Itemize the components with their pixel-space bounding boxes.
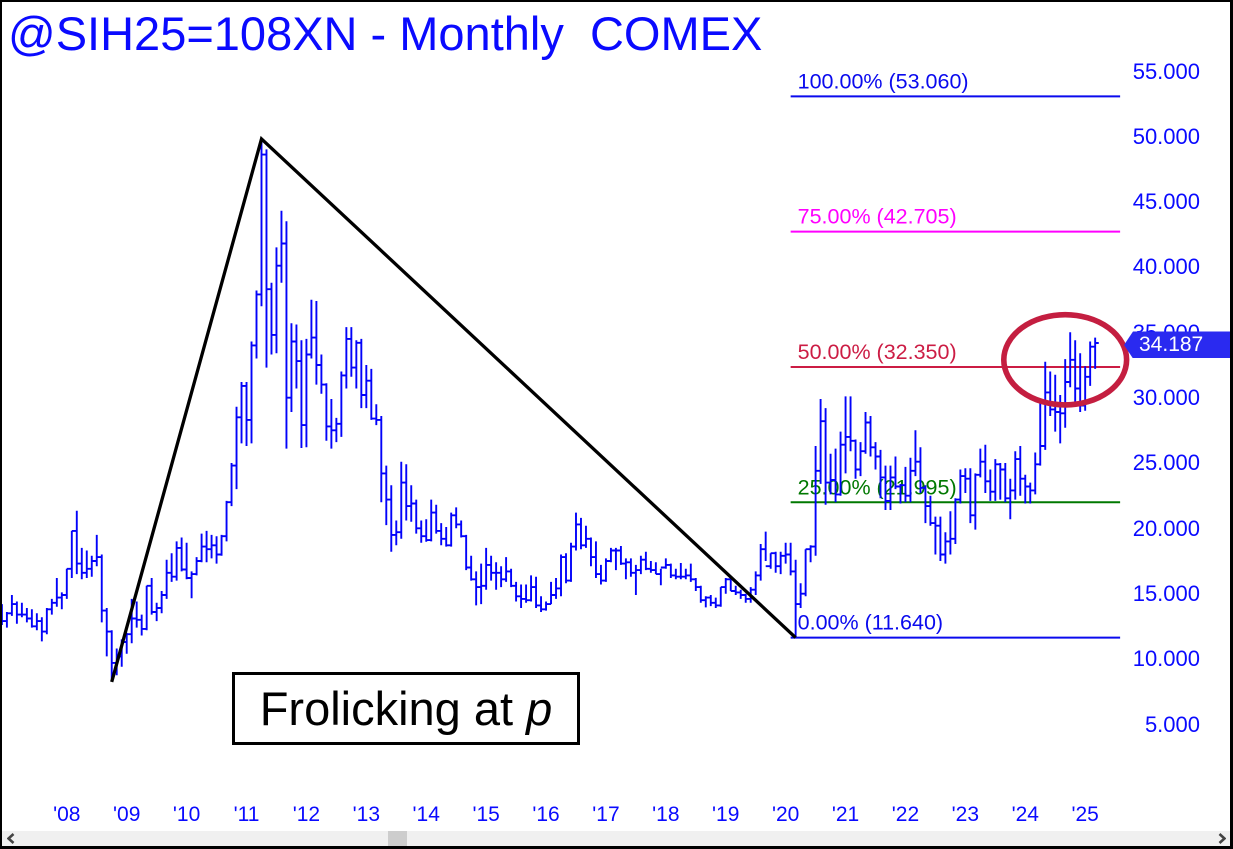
x-axis-label: '08 — [53, 803, 81, 826]
x-axis-label: '16 — [532, 803, 560, 826]
y-axis-label: 45.000 — [1132, 189, 1200, 215]
x-axis-label: '22 — [891, 803, 920, 826]
x-axis-label: '23 — [951, 803, 980, 826]
x-axis-label: '13 — [352, 803, 380, 826]
y-axis-label: 10.000 — [1132, 646, 1200, 672]
last-price-label: 34.187 — [1139, 333, 1204, 357]
x-axis-label: '25 — [1071, 803, 1099, 826]
x-axis-label: '15 — [472, 803, 500, 826]
x-axis-label: '20 — [771, 803, 800, 826]
fib-level-label: 50.00% (32.350) — [798, 340, 957, 364]
y-axis-label: 5.000 — [1144, 711, 1200, 737]
x-axis-label: '12 — [292, 803, 321, 826]
y-axis-label: 20.000 — [1132, 515, 1200, 541]
y-axis-label: 50.000 — [1132, 123, 1200, 149]
x-axis-label: '24 — [1011, 803, 1039, 826]
x-axis-label: '17 — [592, 803, 620, 826]
scroll-left-button[interactable] — [2, 831, 19, 846]
window-border-bottom — [0, 846, 1233, 849]
scroll-right-button[interactable] — [1213, 831, 1230, 846]
x-axis-label: '09 — [113, 803, 141, 826]
x-axis-label: '19 — [712, 803, 740, 826]
x-axis-label: '18 — [652, 803, 680, 826]
h-scrollbar[interactable] — [2, 831, 1230, 846]
x-axis-label: '14 — [412, 803, 440, 826]
left-chevron-icon — [6, 833, 14, 844]
last-price-tag: 34.187 — [1124, 331, 1233, 359]
fib-level-label: 75.00% (42.705) — [798, 205, 957, 229]
text-annotation-italic: p — [526, 682, 553, 735]
ellipse-annotation[interactable] — [1000, 311, 1130, 408]
x-axis-label: '21 — [831, 803, 860, 826]
fib-level-label: 100.00% (53.060) — [798, 69, 969, 93]
x-axis-label: '11 — [233, 803, 260, 826]
fib-level-label: 25.00% (21.995) — [798, 475, 957, 499]
text-annotation-box[interactable]: Frolicking at p — [232, 672, 580, 745]
fib-level-label: 0.00% (11.640) — [798, 611, 943, 635]
y-axis-label: 55.000 — [1132, 58, 1200, 84]
window-border-top — [0, 0, 1233, 2]
window-border-left — [0, 0, 2, 849]
y-axis-label: 30.000 — [1132, 385, 1200, 411]
right-chevron-icon — [1218, 833, 1226, 844]
chart-title: @SIH25=108XN - Monthly COMEX — [8, 7, 763, 60]
window-border-right — [1230, 0, 1233, 849]
y-axis-label: 15.000 — [1132, 581, 1200, 607]
y-axis-label: 40.000 — [1132, 254, 1200, 280]
y-axis-label: 25.000 — [1132, 450, 1200, 476]
scrollbar-thumb[interactable] — [388, 831, 407, 846]
x-axis-label: '10 — [172, 803, 201, 826]
trendline[interactable] — [110, 135, 797, 683]
text-annotation-prefix: Frolicking at — [259, 682, 527, 735]
